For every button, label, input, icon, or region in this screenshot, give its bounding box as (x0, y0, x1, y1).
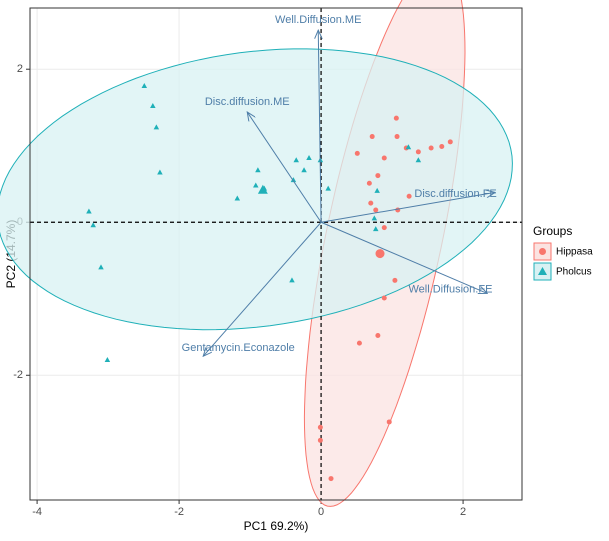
point (373, 207, 379, 213)
y-tick-label: 2 (17, 63, 23, 75)
legend-label: Hippasa (556, 247, 593, 258)
group-mean (257, 184, 268, 194)
point (301, 167, 307, 173)
point (371, 215, 378, 221)
loading-arrow (203, 221, 322, 356)
point (325, 185, 331, 191)
point (447, 139, 453, 145)
point (374, 187, 380, 193)
point (439, 143, 445, 149)
point (393, 115, 399, 121)
point (372, 226, 379, 232)
point (150, 102, 156, 108)
point (98, 264, 104, 270)
point (375, 332, 381, 338)
point (255, 167, 261, 173)
point (381, 295, 387, 301)
group-ellipse (0, 48, 513, 331)
point (394, 134, 400, 140)
loading-label: Disc.diffusion.FE (414, 188, 496, 200)
loading-label: Well.Diffusion.FE (408, 283, 492, 295)
point (234, 195, 241, 201)
point (328, 476, 334, 482)
group-mean (375, 249, 385, 259)
point (392, 277, 398, 283)
point (86, 208, 92, 214)
loading-label: Gentamycin.Econazole (182, 342, 295, 354)
point (415, 149, 421, 155)
point (293, 157, 299, 163)
point (354, 150, 360, 156)
point (317, 424, 323, 430)
point (317, 437, 323, 443)
point (90, 222, 96, 228)
x-tick-label: 2 (460, 506, 466, 518)
x-tick-label: 0 (318, 506, 324, 518)
legend-label: Pholcus (556, 267, 592, 278)
loading-arrow (318, 30, 321, 223)
point (366, 180, 372, 186)
legend-symbol (538, 267, 547, 275)
point (306, 154, 312, 160)
point (356, 340, 362, 346)
point (381, 155, 387, 161)
point (405, 144, 412, 150)
loading-arrow (247, 112, 322, 223)
point (157, 169, 163, 175)
loading-arrow (320, 221, 487, 293)
loading-label: Well.Diffusion.ME (275, 14, 361, 26)
point (375, 173, 381, 179)
point (253, 182, 259, 188)
legend-symbol (539, 248, 546, 255)
point (406, 193, 412, 199)
point (395, 207, 401, 213)
point (415, 157, 422, 163)
legend-title: Groups (533, 224, 572, 238)
point (368, 200, 374, 206)
panel-border (29, 7, 523, 501)
x-tick-label: -2 (174, 506, 184, 518)
x-tick-label: -4 (32, 506, 42, 518)
y-tick-label: -2 (13, 369, 23, 381)
point (386, 419, 392, 425)
point (369, 134, 375, 140)
point (104, 356, 111, 362)
loading-label: Disc.diffusion.ME (205, 96, 290, 108)
x-axis-title: PC1 69.2%) (244, 519, 309, 533)
point (290, 177, 297, 183)
loading-arrow (320, 192, 495, 223)
point (289, 277, 295, 283)
point (428, 145, 434, 151)
point (381, 225, 387, 231)
point (153, 124, 160, 130)
point (141, 83, 148, 89)
